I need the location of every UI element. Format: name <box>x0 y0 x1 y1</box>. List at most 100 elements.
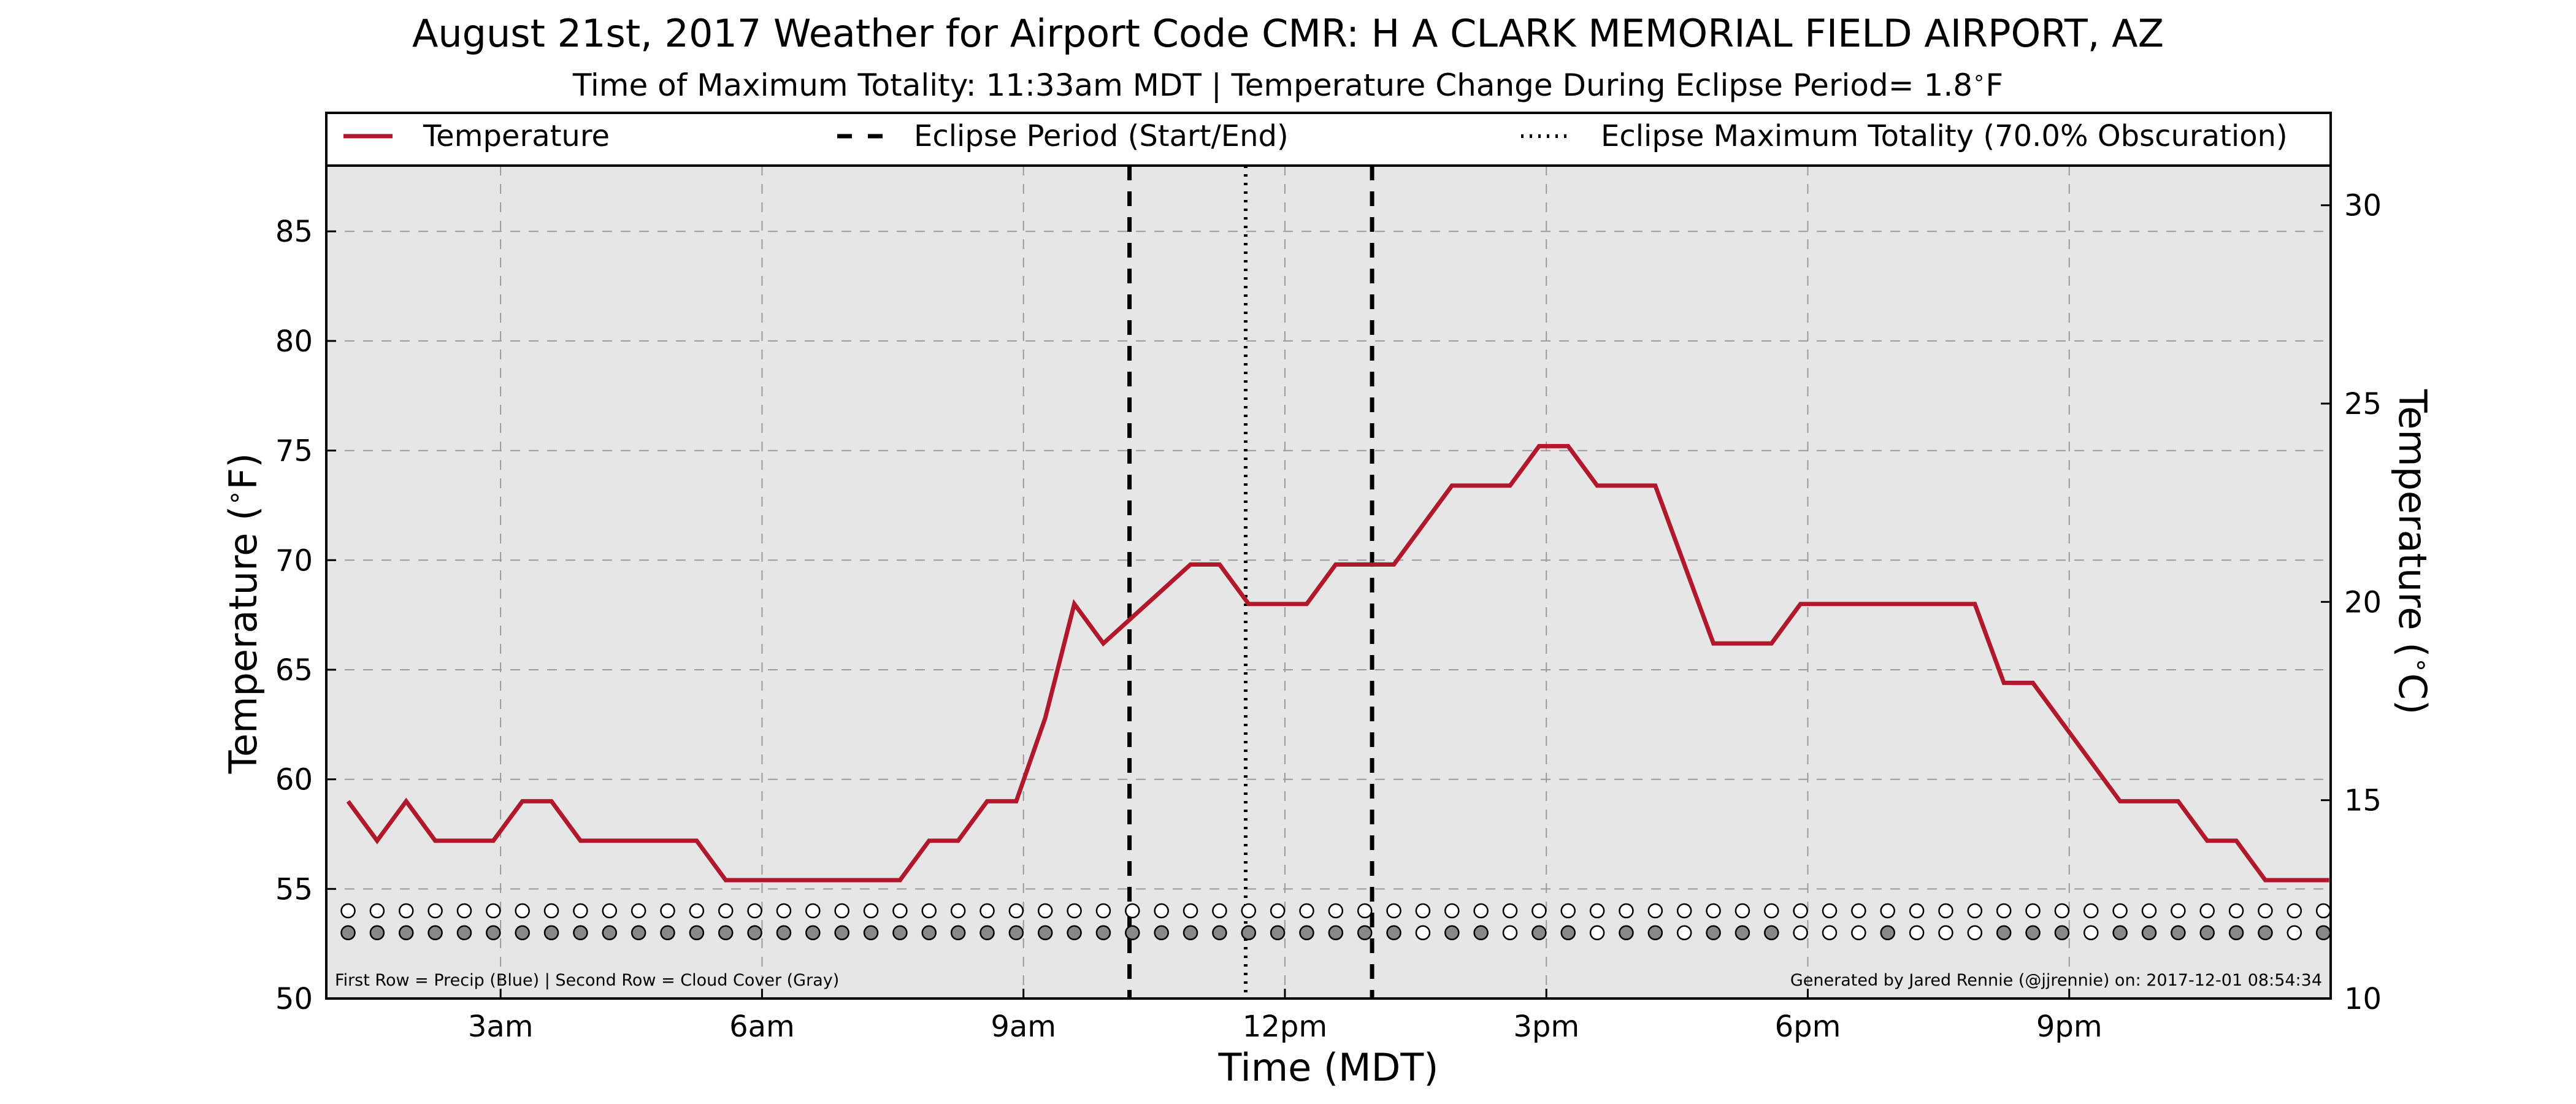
cloud-cover-marker <box>2228 925 2244 941</box>
cloud-cover-marker <box>1619 925 1634 941</box>
precip-marker <box>1357 903 1373 919</box>
cloud-cover-marker <box>1037 925 1053 941</box>
cloud-cover-marker <box>1531 925 1547 941</box>
subtitle-text: Time of Maximum Totality: 11:33am MDT | … <box>572 67 1972 103</box>
precip-marker <box>2025 903 2041 919</box>
precip-marker <box>1502 903 1518 919</box>
precip-marker <box>1095 903 1111 919</box>
cloud-cover-marker <box>1008 925 1024 941</box>
footnote-right: Generated by Jared Rennie (@jjrennie) on… <box>1790 971 2322 990</box>
precip-marker <box>805 903 821 919</box>
series-group <box>346 443 2329 883</box>
cloud-cover-marker <box>921 925 937 941</box>
precip-marker <box>718 903 734 919</box>
y-tick-label-right: 25 <box>2344 387 2382 421</box>
cloud-cover-marker <box>1212 925 1227 941</box>
y-tick-label-left: 70 <box>275 543 313 578</box>
y-tick-label-left: 80 <box>275 324 313 359</box>
cloud-cover-marker <box>2287 925 2302 941</box>
cloud-cover-marker <box>718 925 734 941</box>
cloud-cover-marker <box>631 925 646 941</box>
legend-label-temperature: Temperature <box>423 119 610 153</box>
x-tick-label: 3am <box>468 1010 534 1044</box>
precip-marker <box>1125 903 1140 919</box>
precip-marker <box>1909 903 1925 919</box>
precip-marker <box>689 903 705 919</box>
y-tick-label-right: 20 <box>2344 585 2382 619</box>
observation-rows <box>340 903 2331 941</box>
x-tick-label: 3pm <box>1513 1010 1579 1044</box>
cloud-cover-marker <box>1909 925 1925 941</box>
cloud-cover-marker <box>1328 925 1344 941</box>
cloud-cover-marker <box>456 925 472 941</box>
cloud-cover-marker <box>1589 925 1605 941</box>
precip-marker <box>1037 903 1053 919</box>
y-tick-label-left: 60 <box>275 763 313 797</box>
cloud-cover-marker <box>1095 925 1111 941</box>
cloud-cover-marker <box>369 925 385 941</box>
precip-marker <box>660 903 675 919</box>
precip-marker <box>486 903 501 919</box>
precip-marker <box>2199 903 2215 919</box>
precip-marker <box>950 903 966 919</box>
precip-marker <box>834 903 849 919</box>
precip-marker <box>2141 903 2157 919</box>
cloud-cover-marker <box>1299 925 1314 941</box>
precip-marker <box>1444 903 1460 919</box>
cloud-cover-marker <box>340 925 356 941</box>
precip-marker <box>1008 903 1024 919</box>
y-left-unit: F) <box>221 453 266 490</box>
precip-marker <box>2287 903 2302 919</box>
cloud-cover-marker <box>1880 925 1895 941</box>
precip-marker <box>1967 903 1983 919</box>
cloud-cover-marker <box>689 925 705 941</box>
legend: Temperature Eclipse Period (Start/End) E… <box>326 119 2331 167</box>
subtitle-unit: F <box>1985 67 2003 103</box>
y-right-degree: ∘ <box>2407 657 2437 673</box>
precip-marker <box>398 903 414 919</box>
precip-marker <box>456 903 472 919</box>
cloud-cover-marker <box>1764 925 1779 941</box>
y-axis-title-right: Temperature (∘C) <box>2390 389 2437 715</box>
precip-marker <box>1851 903 1866 919</box>
precip-marker <box>369 903 385 919</box>
cloud-cover-marker <box>398 925 414 941</box>
cloud-cover-marker <box>1822 925 1838 941</box>
y-tick-label-right: 15 <box>2344 784 2382 818</box>
cloud-cover-marker <box>2112 925 2128 941</box>
precip-marker <box>427 903 443 919</box>
cloud-cover-marker <box>602 925 618 941</box>
cloud-cover-marker <box>1560 925 1576 941</box>
y-tick-label-left: 55 <box>275 872 313 907</box>
x-tick-label: 12pm <box>1243 1010 1327 1044</box>
precip-marker <box>1619 903 1634 919</box>
precip-marker <box>1241 903 1257 919</box>
precip-marker <box>2258 903 2273 919</box>
legend-label-eclipse-period: Eclipse Period (Start/End) <box>914 119 1289 153</box>
cloud-cover-marker <box>1415 925 1431 941</box>
cloud-cover-marker <box>573 925 588 941</box>
cloud-cover-marker <box>834 925 849 941</box>
cloud-cover-marker <box>1444 925 1460 941</box>
precip-marker <box>2171 903 2186 919</box>
temperature-line <box>346 443 2329 883</box>
precip-marker <box>340 903 356 919</box>
precip-marker <box>2315 903 2331 919</box>
cloud-cover-marker <box>660 925 675 941</box>
precip-marker <box>1183 903 1198 919</box>
cloud-cover-marker <box>2315 925 2331 941</box>
cloud-cover-marker <box>1154 925 1169 941</box>
legend-label-eclipse-max: Eclipse Maximum Totality (70.0% Obscurat… <box>1601 119 2288 153</box>
cloud-cover-marker <box>1125 925 1140 941</box>
cloud-cover-marker <box>1502 925 1518 941</box>
x-tick-label: 6am <box>729 1010 795 1044</box>
precip-marker <box>2083 903 2099 919</box>
cloud-cover-marker <box>2171 925 2186 941</box>
cloud-cover-marker <box>1270 925 1286 941</box>
subtitle-degree: ∘ <box>1972 66 1985 90</box>
y-axis-title-left: Temperature (∘F) <box>219 453 266 775</box>
y-left-degree: ∘ <box>219 489 249 505</box>
precip-marker <box>1299 903 1314 919</box>
precip-marker <box>1328 903 1344 919</box>
